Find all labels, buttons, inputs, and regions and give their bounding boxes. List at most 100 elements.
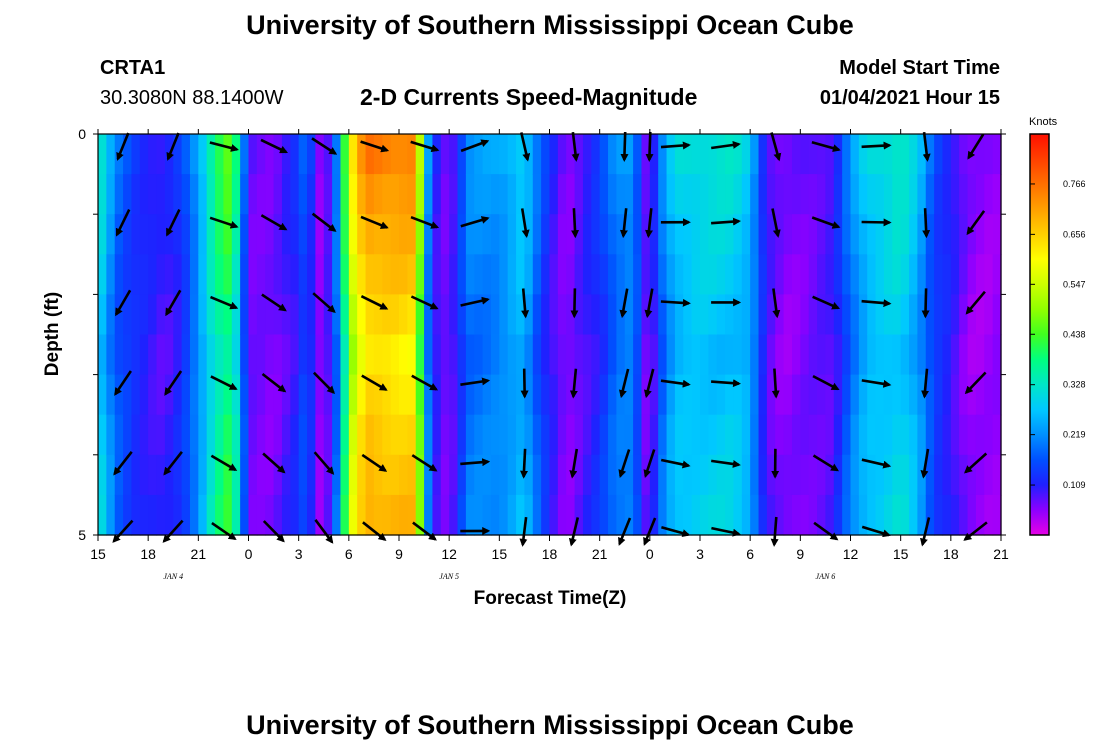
heatmap-cell bbox=[758, 174, 768, 215]
heatmap-cell bbox=[850, 254, 860, 295]
heatmap-cell bbox=[975, 254, 985, 295]
heatmap-cell bbox=[407, 254, 417, 295]
heatmap-cell bbox=[499, 414, 509, 456]
current-arrow bbox=[618, 449, 631, 479]
heatmap-cell bbox=[131, 214, 141, 255]
heatmap-cell bbox=[114, 174, 124, 215]
heatmap-cell bbox=[474, 414, 484, 456]
heatmap-cell bbox=[114, 254, 124, 295]
heatmap-cell bbox=[265, 494, 275, 536]
heatmap-cell bbox=[332, 294, 342, 336]
heatmap-cell bbox=[783, 374, 793, 416]
heatmap-cell bbox=[98, 374, 107, 416]
heatmap-cell bbox=[148, 414, 158, 456]
heatmap-cell bbox=[574, 254, 584, 295]
heatmap-cell bbox=[440, 294, 450, 336]
heatmap-cell bbox=[415, 134, 425, 175]
heatmap-cell bbox=[934, 414, 944, 456]
heatmap-cell bbox=[925, 414, 935, 456]
heatmap-cell bbox=[925, 494, 935, 536]
heatmap-cell bbox=[231, 454, 241, 496]
heatmap-cell bbox=[256, 174, 266, 215]
heatmap-cell bbox=[290, 214, 300, 255]
heatmap-cell bbox=[608, 334, 617, 376]
current-arrow bbox=[660, 298, 691, 307]
heatmap-cell bbox=[599, 334, 609, 376]
heatmap-cell bbox=[164, 294, 174, 336]
heatmap-cell bbox=[683, 414, 693, 456]
heatmap-cell bbox=[608, 454, 617, 496]
heatmap-cell bbox=[909, 174, 918, 215]
current-arrow bbox=[410, 215, 440, 229]
colorbar-unit: Knots bbox=[1029, 116, 1058, 128]
heatmap-cell bbox=[582, 454, 592, 496]
heatmap-cell bbox=[900, 374, 910, 416]
heatmap-cell bbox=[708, 134, 718, 175]
heatmap-cell bbox=[189, 294, 199, 336]
heatmap-cell bbox=[992, 374, 1002, 416]
heatmap-cell bbox=[858, 214, 868, 255]
heatmap-cell bbox=[850, 494, 860, 536]
heatmap-cell bbox=[549, 254, 559, 295]
heatmap-cell bbox=[424, 294, 434, 336]
heatmap-cell bbox=[465, 334, 475, 376]
heatmap-cell bbox=[541, 414, 551, 456]
heatmap-cell bbox=[716, 454, 726, 496]
heatmap-cell bbox=[967, 414, 977, 456]
heatmap-cell bbox=[766, 174, 776, 215]
heatmap-cell bbox=[892, 174, 902, 215]
current-arrow bbox=[520, 368, 529, 399]
heatmap-cell bbox=[591, 214, 601, 255]
heatmap-cell bbox=[265, 454, 275, 496]
y-tick-label: 5 bbox=[78, 527, 86, 543]
heatmap-cell bbox=[189, 174, 199, 215]
heatmap-cell bbox=[817, 334, 827, 376]
heatmap-cell bbox=[532, 174, 542, 215]
heatmap-cell bbox=[507, 174, 517, 215]
heatmap-cell bbox=[549, 174, 559, 215]
heatmap-cell bbox=[173, 174, 183, 215]
heatmap-cell bbox=[98, 214, 107, 255]
heatmap-cell bbox=[457, 134, 467, 175]
heatmap-cell bbox=[298, 334, 308, 376]
heatmap-cell bbox=[273, 334, 283, 376]
heatmap-cell bbox=[407, 294, 417, 336]
heatmap-cell bbox=[608, 174, 617, 215]
heatmap-cell bbox=[549, 134, 559, 175]
heatmap-cell bbox=[223, 134, 233, 175]
heatmap-cell bbox=[892, 374, 902, 416]
heatmap-cell bbox=[457, 174, 467, 215]
heatmap-cell bbox=[482, 134, 492, 175]
heatmap-cell bbox=[123, 254, 133, 295]
heatmap-cell bbox=[666, 414, 676, 456]
heatmap-cell bbox=[373, 494, 383, 536]
heatmap-cell bbox=[231, 214, 241, 255]
heatmap-cell bbox=[858, 374, 868, 416]
heatmap-cell bbox=[783, 214, 793, 255]
heatmap-cell bbox=[457, 494, 467, 536]
heatmap-cell bbox=[240, 374, 250, 416]
heatmap-cell bbox=[340, 294, 350, 336]
heatmap-cell bbox=[741, 294, 751, 336]
heatmap-cell bbox=[883, 414, 893, 456]
heatmap-cell bbox=[683, 494, 693, 536]
current-arrow bbox=[861, 141, 892, 150]
heatmap-cell bbox=[917, 174, 927, 215]
heatmap-cell bbox=[181, 134, 191, 175]
heatmap-cell bbox=[373, 454, 383, 496]
page-title-bottom: University of Southern Mississippi Ocean… bbox=[246, 710, 854, 740]
heatmap-cell bbox=[850, 414, 860, 456]
heatmap-cell bbox=[808, 334, 818, 376]
heatmap-cell bbox=[399, 214, 408, 255]
heatmap-cell bbox=[307, 334, 316, 376]
current-arrow bbox=[311, 212, 337, 232]
heatmap-cell bbox=[231, 374, 241, 416]
heatmap-cell bbox=[281, 174, 291, 215]
heatmap-cell bbox=[858, 334, 868, 376]
heatmap-cell bbox=[449, 254, 459, 295]
heatmap-cell bbox=[850, 294, 860, 336]
heatmap-cell bbox=[114, 374, 124, 416]
heatmap-cell bbox=[189, 134, 199, 175]
heatmap-cell bbox=[198, 174, 208, 215]
heatmap-cell bbox=[482, 174, 492, 215]
